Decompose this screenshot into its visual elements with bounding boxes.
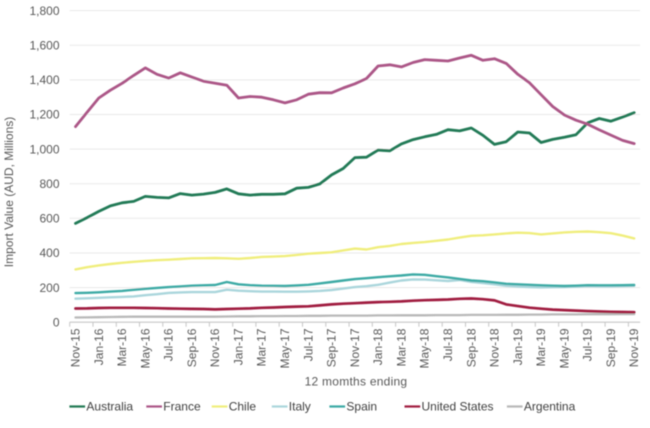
svg-text:Jan-19: Jan-19: [511, 328, 525, 365]
svg-text:Jan-17: Jan-17: [232, 328, 246, 365]
svg-text:Mar-16: Mar-16: [115, 328, 129, 366]
svg-text:Australia: Australia: [86, 400, 133, 414]
svg-text:1,000: 1,000: [29, 142, 59, 156]
svg-text:Nov-16: Nov-16: [208, 328, 222, 367]
svg-text:Mar-17: Mar-17: [255, 328, 269, 366]
svg-text:600: 600: [39, 212, 59, 226]
svg-text:1,400: 1,400: [29, 73, 59, 87]
svg-text:Nov-17: Nov-17: [348, 328, 362, 367]
svg-text:Argentina: Argentina: [524, 400, 576, 414]
svg-text:Jan-16: Jan-16: [92, 328, 106, 365]
svg-text:1,600: 1,600: [29, 38, 59, 52]
svg-text:Sep-18: Sep-18: [464, 328, 478, 367]
svg-text:400: 400: [39, 246, 59, 260]
svg-text:200: 200: [39, 281, 59, 295]
svg-text:Jul-19: Jul-19: [581, 328, 595, 361]
svg-text:Sep-17: Sep-17: [325, 328, 339, 367]
svg-text:Spain: Spain: [346, 400, 377, 414]
svg-text:1,800: 1,800: [29, 4, 59, 18]
svg-text:Jul-18: Jul-18: [441, 328, 455, 361]
svg-text:Chile: Chile: [229, 400, 257, 414]
svg-text:Nov-18: Nov-18: [488, 328, 502, 367]
svg-text:May-19: May-19: [557, 328, 571, 368]
svg-text:Jan-18: Jan-18: [371, 328, 385, 365]
svg-text:Sep-19: Sep-19: [604, 328, 618, 367]
svg-text:May-18: May-18: [418, 328, 432, 368]
svg-text:Nov-15: Nov-15: [69, 328, 83, 367]
svg-text:Mar-18: Mar-18: [394, 328, 408, 366]
svg-text:Jul-17: Jul-17: [301, 328, 315, 361]
svg-text:Import Value (AUD, Millions): Import Value (AUD, Millions): [2, 117, 16, 267]
svg-text:1,200: 1,200: [29, 108, 59, 122]
svg-text:Sep-16: Sep-16: [185, 328, 199, 367]
svg-text:800: 800: [39, 177, 59, 191]
svg-text:12 momths ending: 12 momths ending: [305, 375, 408, 389]
svg-text:Jul-16: Jul-16: [162, 328, 176, 361]
svg-text:0: 0: [53, 315, 60, 329]
svg-text:May-17: May-17: [278, 328, 292, 368]
svg-text:Nov-19: Nov-19: [627, 328, 641, 367]
svg-text:May-16: May-16: [138, 328, 152, 368]
svg-text:France: France: [163, 400, 201, 414]
svg-text:United States: United States: [422, 400, 494, 414]
svg-text:Mar-19: Mar-19: [534, 328, 548, 366]
svg-text:Italy: Italy: [289, 400, 311, 414]
